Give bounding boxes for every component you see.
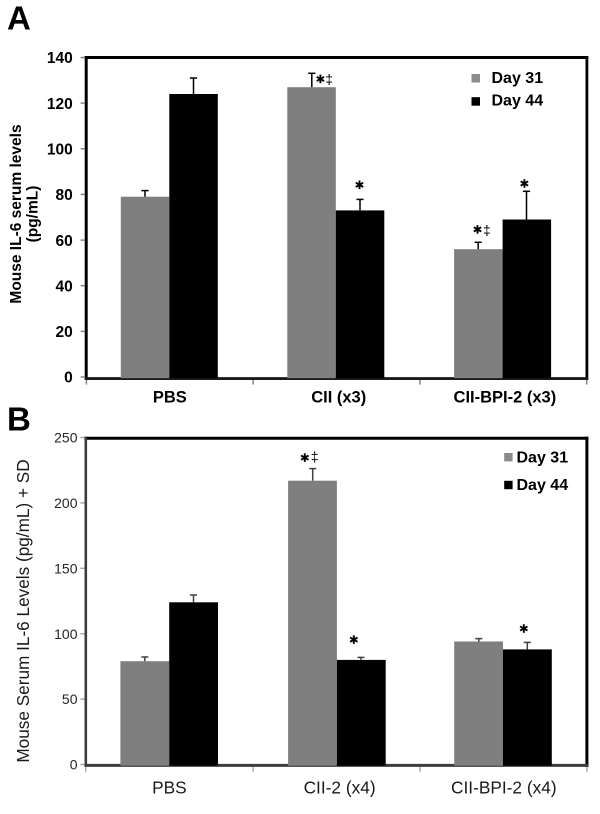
svg-text:Day 31: Day 31 — [517, 450, 569, 467]
svg-text:B: B — [7, 401, 31, 438]
svg-text:CII-BPI-2 (x4): CII-BPI-2 (x4) — [451, 778, 557, 798]
svg-text:0: 0 — [64, 370, 73, 387]
svg-text:140: 140 — [47, 50, 73, 67]
svg-text:250: 250 — [54, 430, 78, 446]
svg-text:PBS: PBS — [153, 389, 187, 407]
svg-text:Mouse IL-6 serum levels: Mouse IL-6 serum levels — [8, 124, 25, 303]
svg-text:PBS: PBS — [152, 778, 187, 798]
svg-text:Day 31: Day 31 — [492, 70, 544, 87]
svg-text:80: 80 — [56, 187, 73, 204]
svg-text:CII-2 (x4): CII-2 (x4) — [304, 778, 376, 798]
svg-text:CII-BPI-2 (x3): CII-BPI-2 (x3) — [454, 389, 557, 407]
svg-text:20: 20 — [56, 324, 73, 341]
svg-text:CII (x3): CII (x3) — [311, 389, 366, 407]
svg-text:Day 44: Day 44 — [517, 477, 569, 494]
svg-text:(pg/mL): (pg/mL) — [25, 186, 42, 243]
svg-text:‡: ‡ — [325, 71, 333, 87]
svg-text:100: 100 — [54, 626, 78, 642]
svg-text:50: 50 — [62, 691, 78, 707]
svg-text:60: 60 — [56, 233, 73, 250]
svg-text:‡: ‡ — [483, 222, 491, 238]
svg-text:100: 100 — [47, 142, 73, 159]
svg-text:‡: ‡ — [311, 448, 319, 464]
svg-text:Day 44: Day 44 — [492, 93, 544, 110]
svg-text:A: A — [7, 0, 31, 37]
svg-text:150: 150 — [54, 560, 78, 576]
svg-text:120: 120 — [47, 96, 73, 113]
svg-text:0: 0 — [70, 757, 78, 773]
svg-text:40: 40 — [56, 278, 73, 295]
svg-text:200: 200 — [54, 495, 78, 511]
svg-text:Mouse Serum IL-6 Levels (pg/mL: Mouse Serum IL-6 Levels (pg/mL) + SD — [13, 459, 33, 762]
